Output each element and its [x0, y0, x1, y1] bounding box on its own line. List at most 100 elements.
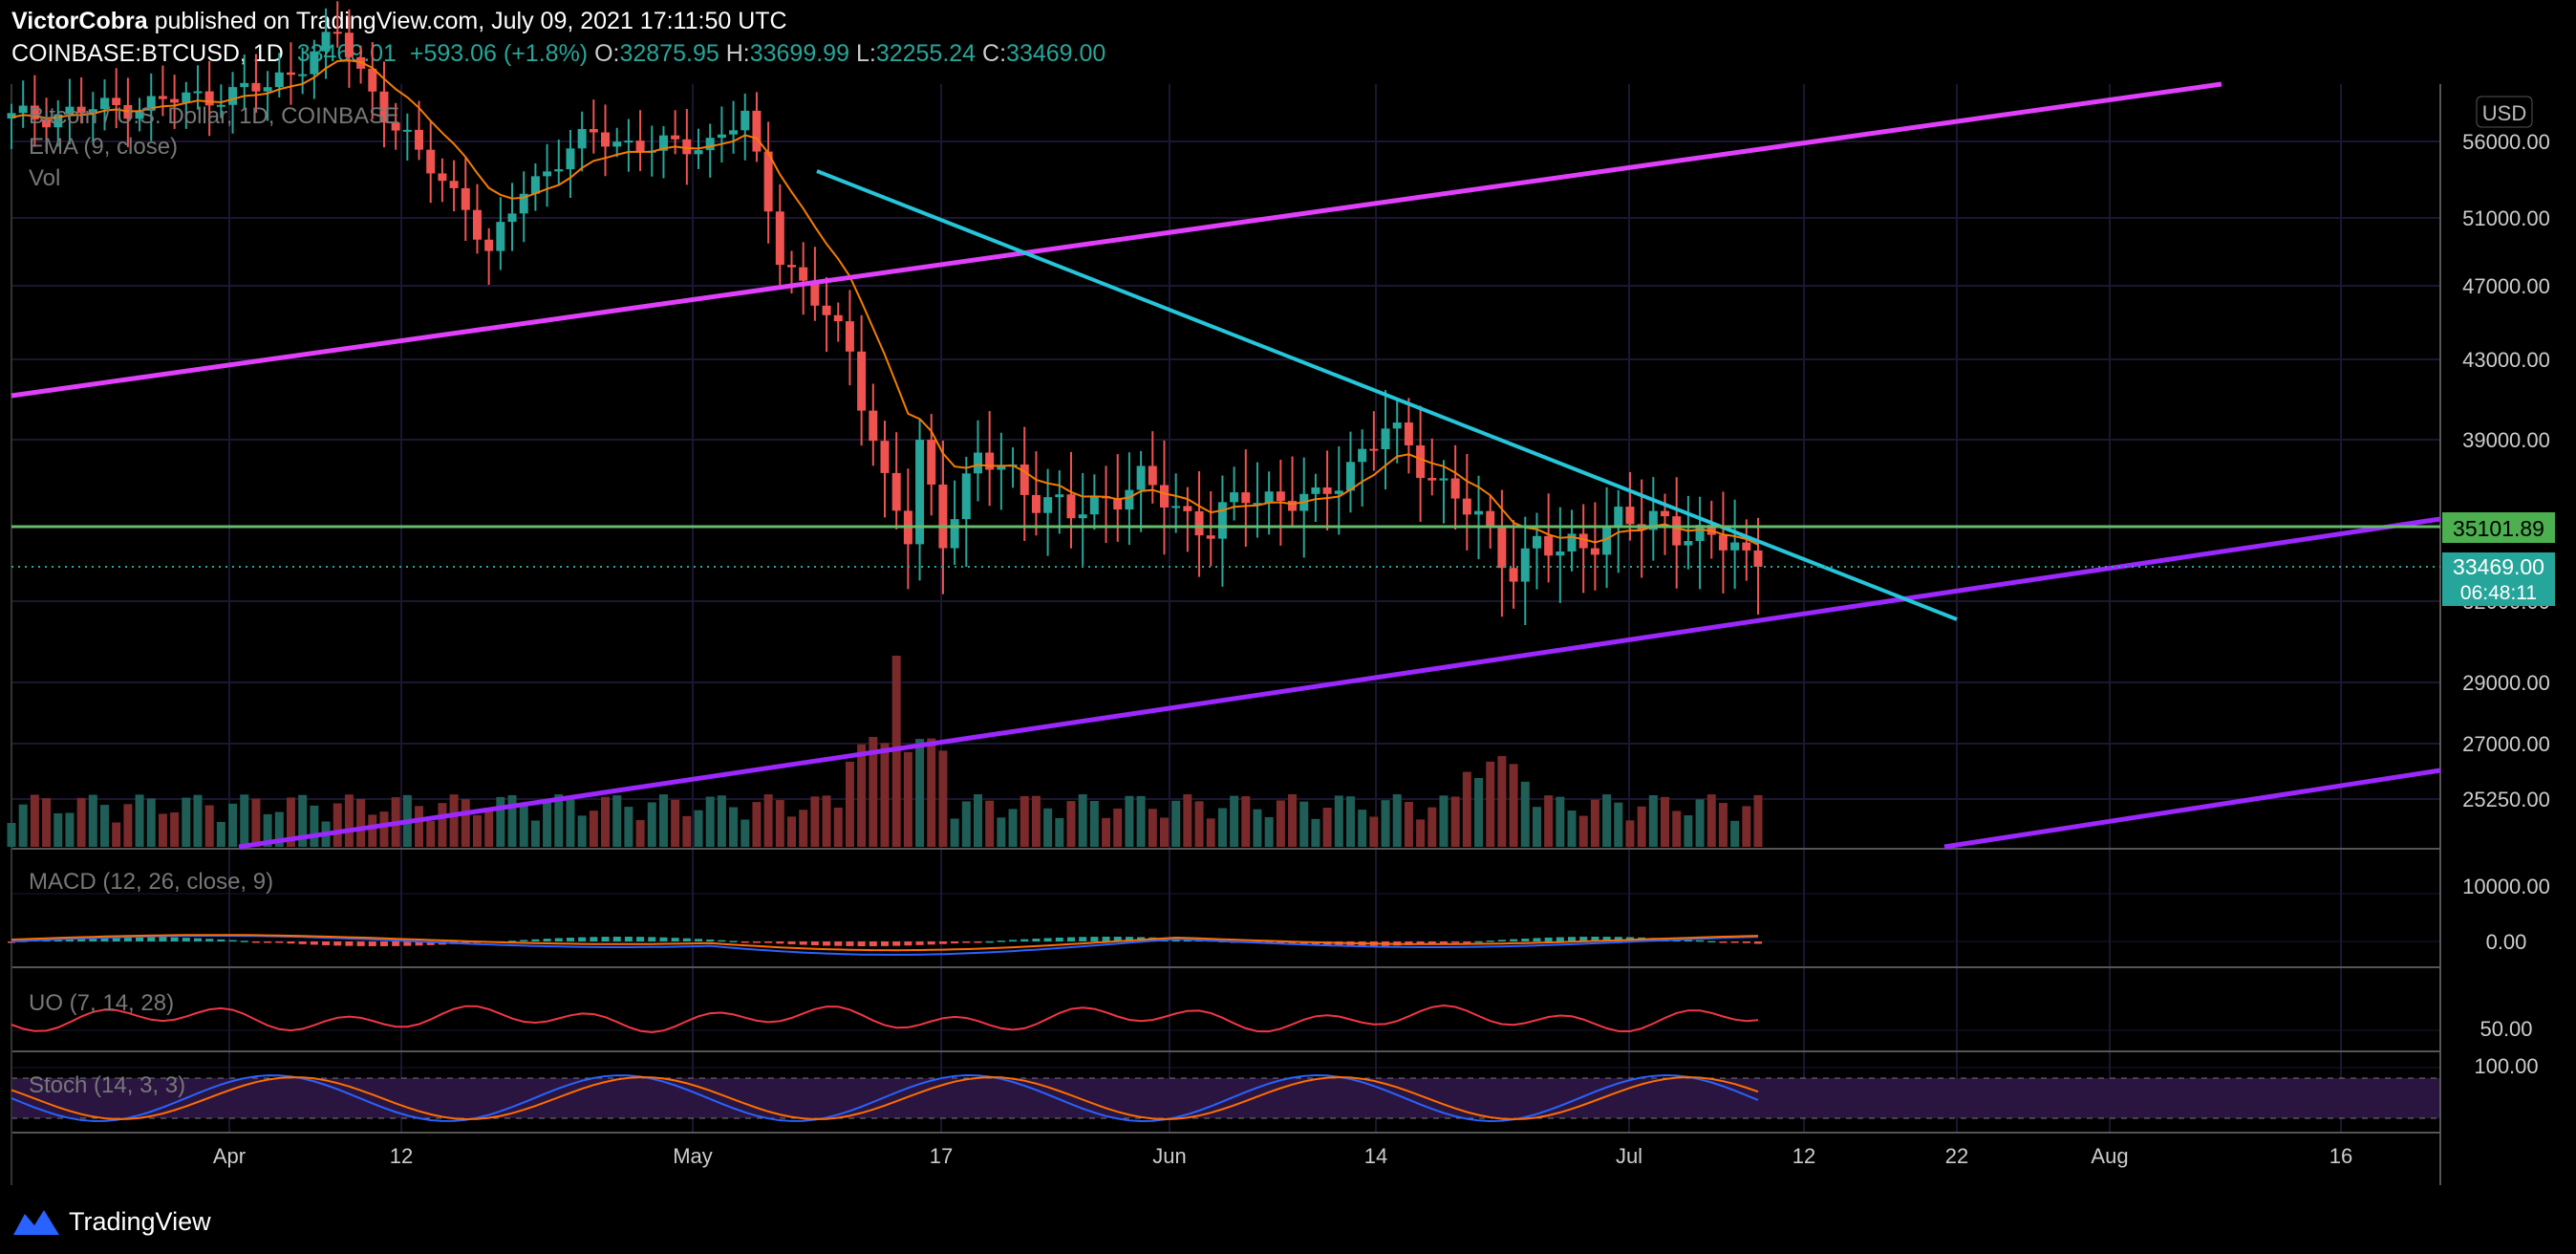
volume-bar	[1416, 819, 1426, 847]
candle-body	[741, 110, 750, 131]
macd-histogram-bar	[1113, 937, 1122, 941]
close-value: 33469.00	[1006, 40, 1106, 67]
candle-body	[787, 265, 797, 268]
symbol-label[interactable]: COINBASE:BTCUSD, 1D	[11, 40, 284, 67]
macd-histogram-bar	[718, 940, 726, 942]
macd-histogram-bar	[1463, 941, 1471, 943]
series-overlay-label[interactable]: Bitcoin / U.S. Dollar, 1D, COINBASE	[29, 103, 399, 129]
uo-pane	[11, 1004, 1759, 1034]
macd-histogram-bar	[170, 937, 179, 941]
candle-body	[379, 91, 389, 123]
candle-body	[973, 452, 982, 474]
volume-bar	[880, 743, 890, 847]
volume-bar	[1183, 794, 1192, 847]
volume-bar	[915, 739, 925, 847]
candle-body	[310, 51, 319, 75]
candle-body	[763, 151, 773, 212]
stoch-overlay-label[interactable]: Stoch (14, 3, 3)	[29, 1072, 185, 1098]
volume-bar	[1520, 781, 1530, 847]
high-value: 33699.99	[749, 40, 849, 67]
macd-histogram-bar	[415, 941, 423, 946]
macd-histogram-bar	[8, 941, 15, 943]
trend-drawings[interactable]	[11, 81, 2441, 850]
volume-bar	[694, 810, 703, 847]
uo-tick: 50.00	[2479, 1017, 2532, 1041]
price-change: +593.06 (+1.8%)	[409, 40, 589, 67]
candle-body	[496, 222, 505, 251]
volume-bar	[7, 823, 16, 847]
macd-histogram-bar	[671, 938, 679, 941]
volume-bar	[938, 750, 948, 847]
price-axis[interactable]: USD 56000.00 51000.00 47000.00 43000.00 …	[2442, 96, 2555, 811]
volume-bar	[624, 807, 633, 847]
candle-body	[1684, 541, 1693, 546]
candle-body	[193, 91, 203, 94]
volume-bar	[903, 751, 912, 847]
candle-body	[1404, 422, 1413, 445]
macd-histogram-bar	[1544, 937, 1553, 941]
time-tick: 16	[2329, 1144, 2352, 1168]
price-tick: 25250.00	[2462, 788, 2550, 811]
volume-bar	[566, 799, 575, 847]
volume-bar	[1556, 796, 1565, 847]
time-tick: May	[673, 1144, 713, 1168]
candle-body	[1672, 516, 1682, 546]
stoch-pane	[11, 1073, 1759, 1123]
candle-body	[1497, 528, 1507, 569]
volume-bar	[368, 814, 377, 847]
candle-body	[472, 209, 482, 240]
macd-histogram-bar	[729, 940, 738, 942]
volume-bar	[1055, 817, 1064, 847]
candle-body	[1358, 448, 1367, 463]
time-tick: Apr	[213, 1144, 246, 1168]
macd-histogram-bar	[938, 941, 947, 944]
volume-bar	[1217, 808, 1227, 847]
candle-body	[822, 305, 831, 315]
candle-body	[42, 119, 52, 128]
current-price-text: 33469.00	[2453, 554, 2544, 579]
currency-box[interactable]	[2476, 96, 2533, 128]
volume-bar	[1684, 815, 1693, 847]
candle-body	[891, 472, 901, 511]
candle-body	[1345, 462, 1355, 491]
macd-overlay-label[interactable]: MACD (12, 26, close, 9)	[29, 869, 273, 895]
volume-bar	[799, 810, 808, 847]
macd-histogram-bar	[1533, 938, 1541, 941]
volume-bar	[682, 815, 692, 847]
candle-body	[717, 134, 726, 139]
time-axis[interactable]: Apr 12 May 17 Jun 14 Jul 12 22 Aug 16	[213, 1144, 2352, 1168]
uo-overlay-label[interactable]: UO (7, 14, 28)	[29, 990, 174, 1016]
candle-body	[54, 114, 63, 128]
candle-body	[204, 91, 214, 106]
candle-body	[65, 106, 75, 115]
candle-body	[1055, 494, 1064, 498]
volume-bar	[135, 794, 144, 847]
vol-overlay-label[interactable]: Vol	[29, 165, 60, 191]
macd-histogram-bar	[682, 938, 691, 941]
volume-bar	[671, 799, 680, 847]
candle-body	[1311, 487, 1320, 494]
candle-body	[1544, 535, 1554, 556]
macd-histogram-bar	[1602, 937, 1611, 941]
volume-bar	[519, 806, 528, 847]
macd-histogram-bar	[1707, 940, 1716, 943]
candle-body	[1369, 448, 1379, 451]
ema-overlay-label[interactable]: EMA (9, close)	[29, 134, 178, 160]
candle-body	[566, 148, 575, 170]
candle-body	[7, 113, 16, 119]
macd-histogram-bar	[1439, 941, 1448, 943]
volume-bar	[961, 801, 971, 847]
candle-body	[1089, 496, 1099, 515]
volume-bar	[717, 795, 726, 847]
volume-bar	[1008, 809, 1018, 847]
volume-bar	[298, 794, 308, 847]
volume-bar	[1695, 799, 1705, 847]
volume-bar	[658, 794, 668, 847]
macd-histogram-bar	[612, 937, 621, 941]
candle-body	[402, 129, 412, 132]
tradingview-footer[interactable]: TradingView	[11, 1202, 211, 1241]
volume-bar	[1334, 795, 1343, 847]
candle-body	[869, 410, 878, 442]
author[interactable]: VictorCobra	[11, 8, 148, 34]
